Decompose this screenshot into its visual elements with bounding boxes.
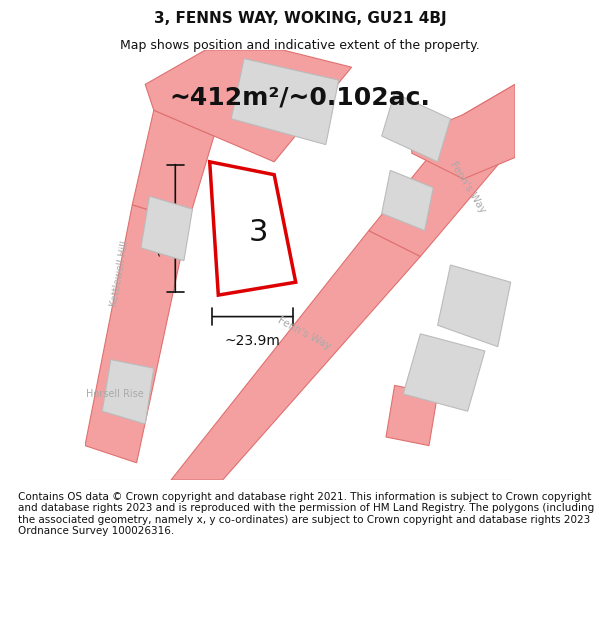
Polygon shape bbox=[231, 59, 338, 144]
Polygon shape bbox=[369, 84, 515, 256]
Text: Kettlewell Hill: Kettlewell Hill bbox=[109, 240, 130, 308]
Text: Contains OS data © Crown copyright and database right 2021. This information is : Contains OS data © Crown copyright and d… bbox=[18, 492, 594, 536]
Text: 3, FENNS WAY, WOKING, GU21 4BJ: 3, FENNS WAY, WOKING, GU21 4BJ bbox=[154, 11, 446, 26]
Polygon shape bbox=[382, 171, 433, 231]
Polygon shape bbox=[382, 93, 451, 162]
Polygon shape bbox=[102, 359, 154, 424]
Text: 3: 3 bbox=[248, 218, 268, 248]
Polygon shape bbox=[141, 196, 193, 261]
Text: Map shows position and indicative extent of the property.: Map shows position and indicative extent… bbox=[120, 39, 480, 52]
Polygon shape bbox=[171, 231, 421, 480]
Polygon shape bbox=[386, 386, 437, 446]
Text: ~412m²/~0.102ac.: ~412m²/~0.102ac. bbox=[170, 85, 430, 109]
Polygon shape bbox=[437, 265, 511, 347]
Polygon shape bbox=[132, 110, 214, 222]
Text: Fenn's Way: Fenn's Way bbox=[276, 316, 332, 352]
Text: Horsell Rise: Horsell Rise bbox=[86, 389, 144, 399]
Text: ~35.4m: ~35.4m bbox=[152, 201, 167, 256]
Polygon shape bbox=[85, 205, 188, 462]
Polygon shape bbox=[210, 162, 296, 295]
Polygon shape bbox=[145, 50, 352, 162]
Polygon shape bbox=[403, 334, 485, 411]
Polygon shape bbox=[412, 84, 515, 179]
Text: ~23.9m: ~23.9m bbox=[225, 334, 281, 348]
Text: Fenn's Way: Fenn's Way bbox=[448, 160, 487, 215]
